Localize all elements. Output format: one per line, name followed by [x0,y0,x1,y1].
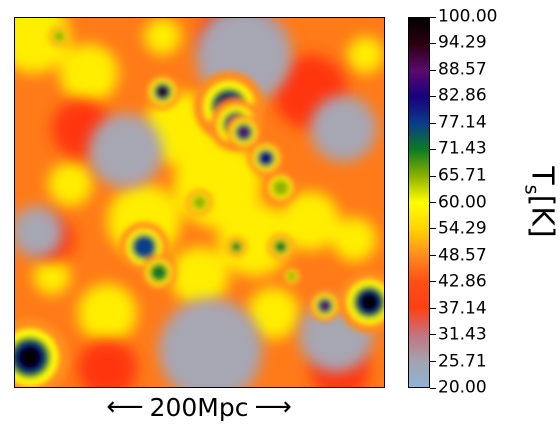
hot-spot [309,289,341,322]
hot-spot [226,114,262,151]
hot-spots [15,25,384,387]
colorbar-tick-label: 71.43 [438,138,487,159]
hot-spot [338,271,384,334]
colorbar-tick [430,281,436,283]
colorbar-tick-label: 42.86 [438,271,487,292]
colorbar-tick-label: 94.29 [438,32,487,53]
heatmap-svg [15,18,384,387]
colorbar-tick [430,308,436,309]
hot-spot [15,317,70,387]
colorbar-tick [430,361,436,363]
colorbar-tick [430,228,436,230]
temperature-map [14,17,385,388]
cold-region [310,95,377,162]
colorbar-title-unit: [K] [524,194,560,238]
colorbar-title-main: T [524,166,560,185]
colorbar-tick-label: 20.00 [438,377,487,398]
colorbar-tick [430,175,436,177]
colorbar-tick-label: 65.71 [438,165,487,186]
hot-spot [225,236,248,258]
colorbar-title-sub: s [520,184,543,195]
colorbar-tick [430,148,436,150]
colorbar-tick-label: 77.14 [438,112,487,133]
colorbar-tick-label: 88.57 [438,59,487,80]
colorbar-tick-label: 25.71 [438,351,487,372]
colorbar-tick [430,202,436,203]
hot-spot [144,74,181,110]
hot-spot [264,171,297,204]
cold-region [15,206,63,258]
colorbar-tick-label: 54.29 [438,218,487,239]
colorbar-tick [430,387,436,389]
colorbar-tick [430,122,436,124]
colorbar-tick [430,255,436,256]
hot-spot [282,267,301,286]
cold-region [88,113,163,188]
hot-spot [267,233,294,261]
colorbar-tick-label: 82.86 [438,85,487,106]
right-arrow-icon: ⟶ [254,392,292,422]
hot-spot [186,189,213,216]
scale-bar: ⟵ 200Mpc ⟶ [96,390,302,424]
colorbar [408,17,430,388]
hot-spot [248,140,284,176]
hot-spot [141,254,177,291]
colorbar-tick-label: 100.00 [438,6,498,27]
colorbar-title: Ts[K] [521,166,560,237]
colorbar-tick [430,69,436,71]
colorbar-tick-label: 31.43 [438,324,487,345]
scale-bar-label: 200Mpc [149,392,249,422]
colorbar-tick [430,16,436,18]
colorbar-tick-label: 37.14 [438,298,487,318]
cold-region [158,298,263,387]
hot-spot [48,25,70,48]
colorbar-tick-label: 60.00 [438,192,487,212]
left-arrow-icon: ⟵ [106,392,144,422]
colorbar-tick [430,95,436,97]
colorbar-tick [430,334,436,336]
colorbar-tick [430,42,436,44]
colorbar-tick-label: 48.57 [438,245,487,265]
